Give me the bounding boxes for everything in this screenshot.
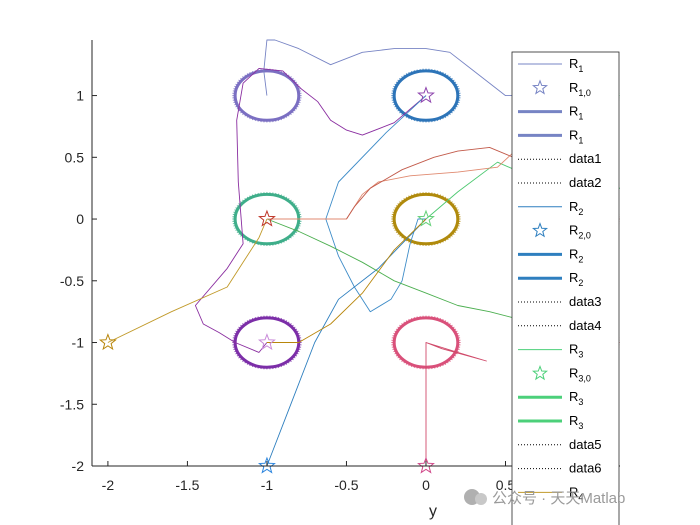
legend-box: [511, 51, 620, 525]
obstacle-fringe: [391, 68, 461, 123]
start-star-2: [417, 209, 435, 227]
trajectory-2: [325, 95, 427, 313]
legend-star-swatch: [531, 222, 549, 238]
x-tick-label: -2: [102, 477, 115, 493]
x-tick-label: -1: [261, 477, 274, 493]
legend-label: R3: [569, 413, 583, 431]
legend-entry: data6: [518, 461, 602, 476]
legend-entry: R1: [518, 127, 583, 145]
trajectory-9: [266, 218, 427, 343]
start-star-0: [417, 86, 435, 104]
trajectory-8: [107, 218, 268, 343]
legend-entry: data1: [518, 151, 602, 166]
y-tick-label: 1: [76, 88, 84, 104]
x-tick-label: 0.5: [496, 477, 516, 493]
start-star-6: [257, 456, 276, 474]
legend-label: R4: [569, 484, 583, 502]
start-star-3: [257, 333, 276, 351]
trajectory-10: [425, 342, 487, 466]
obstacle-fringe: [391, 315, 461, 370]
start-star-1: [257, 209, 276, 227]
wechat-icon-small: [475, 493, 487, 505]
legend-entry: data2: [518, 175, 602, 190]
legend-entry: R3,0: [531, 364, 591, 383]
legend-entry: R3: [518, 413, 583, 431]
legend-entry: data3: [518, 294, 602, 309]
legend-label: R1: [569, 127, 583, 145]
x-axis-label: y: [429, 503, 437, 520]
legend-label: data5: [569, 437, 602, 452]
obstacle-0: [232, 68, 302, 123]
y-tick-label: -2: [72, 458, 85, 474]
legend-entry: R1: [518, 104, 583, 122]
watermark: 公众号 · 天天Matlab: [464, 489, 625, 507]
obstacle-fringe: [232, 315, 302, 370]
y-tick-label: -1: [72, 335, 85, 351]
x-tick-label: 0: [422, 477, 430, 493]
obstacle-1: [391, 68, 461, 123]
y-tick-label: -1.5: [60, 396, 84, 412]
legend-label: R1: [569, 104, 583, 122]
legend-label: R2: [569, 246, 583, 264]
legend-label: data2: [569, 175, 602, 190]
legend-label: R3: [569, 342, 583, 360]
x-tick-label: -0.5: [334, 477, 358, 493]
axes: -2-1.5-1-0.500.51-2-1.5-1-0.500.51: [60, 40, 620, 493]
y-tick-label: 0: [76, 211, 84, 227]
legend-label: R3: [569, 389, 583, 407]
legend-label: data3: [569, 294, 602, 309]
legend-label: R3,0: [569, 365, 591, 383]
x-tick-label: -1.5: [175, 477, 199, 493]
legend-label: R2,0: [569, 223, 591, 241]
start-star-7: [417, 456, 435, 474]
y-tick-label: -0.5: [60, 273, 84, 289]
obstacle-4: [391, 192, 461, 246]
legend-star-swatch: [531, 79, 549, 95]
start-star-5: [98, 333, 117, 351]
legend-label: R2: [569, 270, 583, 288]
legend-entry: R1,0: [531, 79, 591, 98]
legend: R1 R1,0 R1 R1 data1 data2 R2 R2,0 R2 R2 data3 data4…: [511, 51, 620, 525]
legend-label: R2: [569, 199, 583, 217]
legend-label: R1,0: [569, 80, 591, 98]
legend-label: data1: [569, 151, 602, 166]
legend-entry: data4: [518, 318, 602, 333]
legend-entry: data5: [518, 437, 602, 452]
legend-entry: R1: [518, 56, 583, 74]
trajectory-3: [266, 218, 427, 467]
legend-entry: R2: [518, 199, 583, 217]
legend-label: data4: [569, 318, 602, 333]
legend-entry: R3: [518, 389, 583, 407]
legend-entry: R2,0: [531, 222, 591, 241]
trajectory-1: [194, 67, 427, 353]
y-tick-label: 0.5: [65, 149, 85, 165]
obstacle-fringe: [391, 192, 461, 246]
legend-star-swatch: [531, 364, 549, 381]
watermark-text: 公众号 · 天天Matlab: [492, 490, 625, 507]
legend-entry: R2: [518, 270, 583, 288]
legend-entry: R3: [518, 342, 583, 360]
legend-entry: R2: [518, 246, 583, 264]
legend-label: data6: [569, 461, 602, 476]
legend-label: R1: [569, 56, 583, 74]
legend-entry: R4: [518, 484, 583, 502]
